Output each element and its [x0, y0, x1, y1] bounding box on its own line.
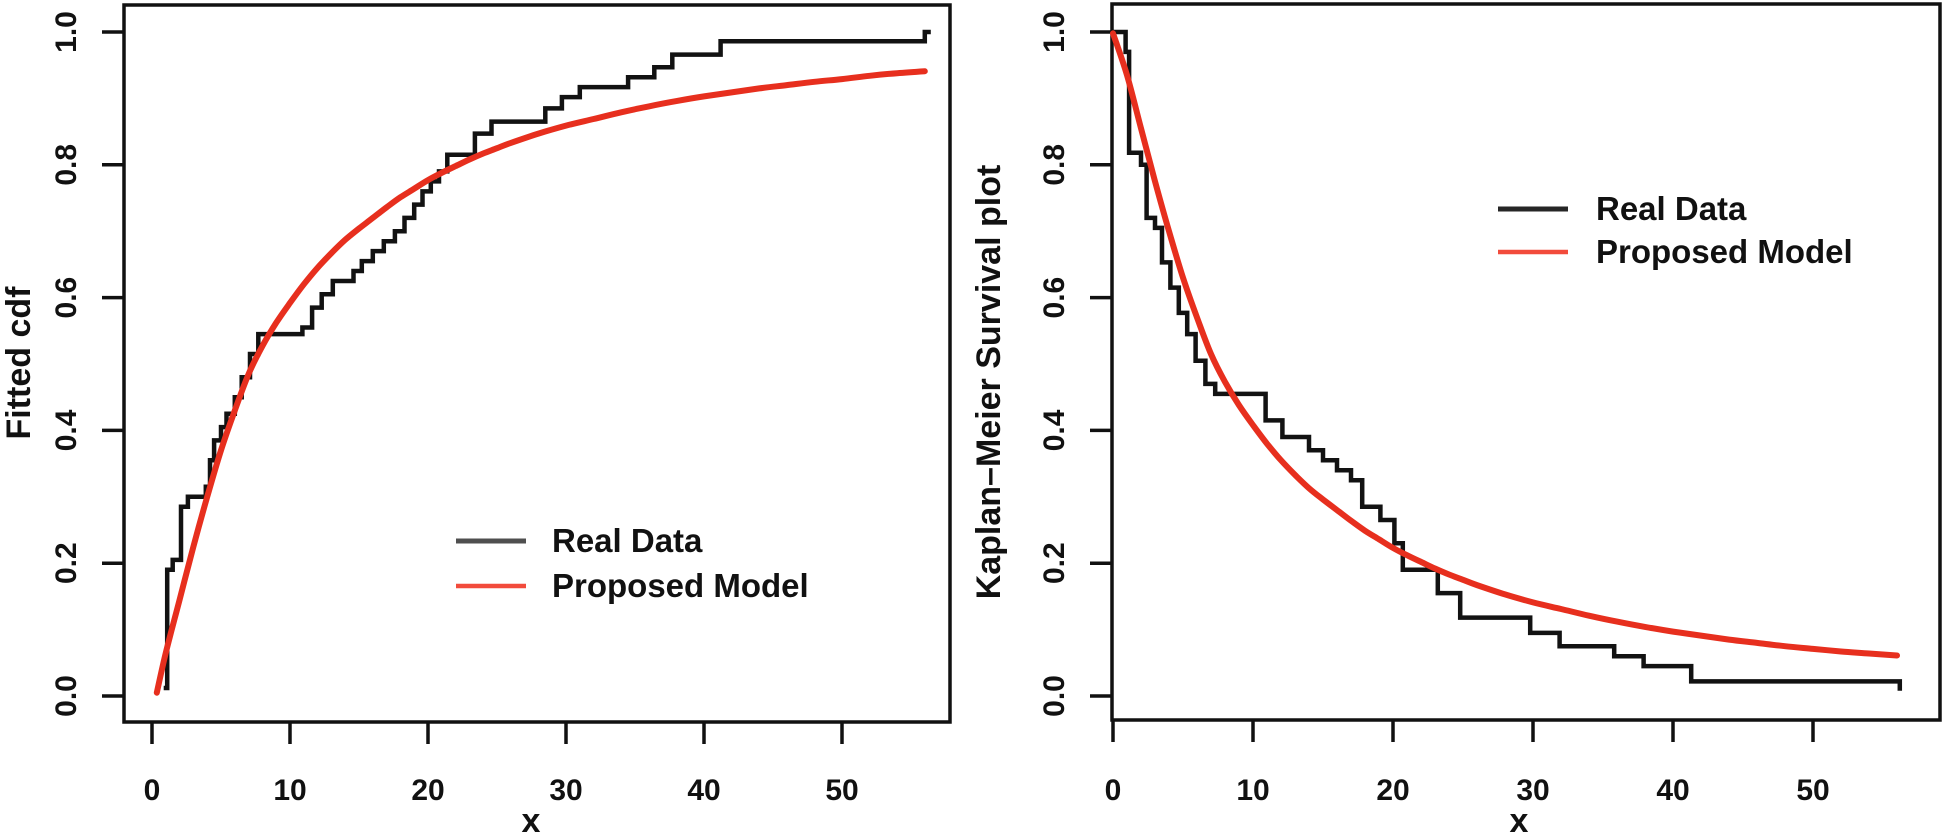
- y-axis-label: Fitted cdf: [0, 286, 38, 440]
- panel-fitted-cdf: 0.0 0.2 0.4 0.6 0.8 1.0 0 10 20 30 40 50 Fitted cdf x…: [0, 3, 952, 839]
- x-tick-label: 0: [144, 774, 161, 807]
- x-tick-label: 30: [1516, 774, 1549, 807]
- legend-label: Real Data: [1596, 190, 1747, 227]
- y-tick-label: 1.0: [50, 11, 83, 53]
- proposed-model-curve: [153, 68, 928, 696]
- y-tick-label: 0.2: [50, 542, 83, 584]
- x-axis-label: x: [1510, 802, 1529, 839]
- plot-frame: [122, 3, 952, 724]
- x-tick-label: 30: [549, 774, 582, 807]
- real-data-step-line: [1113, 29, 1903, 691]
- x-tick-label: 40: [687, 774, 720, 807]
- proposed-model-curve: [1110, 30, 1900, 659]
- y-tick-label: 0.4: [50, 409, 83, 451]
- x-tick-label: 0: [1105, 774, 1122, 807]
- x-tick-label: 10: [273, 774, 306, 807]
- y-tick-label: 0.0: [50, 675, 83, 717]
- x-tick-label: 20: [411, 774, 444, 807]
- plot-frame: [1110, 2, 1942, 722]
- x-tick-label: 20: [1376, 774, 1409, 807]
- y-tick-label: 0.0: [1038, 675, 1071, 717]
- y-tick-label: 0.6: [1038, 277, 1071, 319]
- y-tick-label: 0.8: [50, 144, 83, 186]
- y-tick-label: 0.6: [50, 277, 83, 319]
- y-tick-label: 1.0: [1038, 11, 1071, 53]
- y-tick-label: 0.4: [1038, 409, 1071, 451]
- y-tick-label: 0.8: [1038, 144, 1071, 186]
- legend-label: Proposed Model: [1596, 233, 1853, 270]
- legend-label: Real Data: [552, 522, 703, 559]
- legend: Real Data Proposed Model: [456, 522, 809, 604]
- legend: Real Data Proposed Model: [1498, 190, 1853, 270]
- panel-km-survival: 0.0 0.2 0.4 0.6 0.8 1.0 0 10 20 30 40 50 Kaplan–Meie…: [970, 2, 1942, 839]
- y-axis-label: Kaplan–Meier Survival plot: [970, 165, 1008, 600]
- y-tick-label: 0.2: [1038, 542, 1071, 584]
- x-axis-label: x: [522, 802, 541, 839]
- x-tick-label: 10: [1236, 774, 1269, 807]
- legend-label: Proposed Model: [552, 567, 809, 604]
- x-tick-label: 50: [1796, 774, 1829, 807]
- x-tick-label: 50: [825, 774, 858, 807]
- real-data-step-line: [163, 29, 931, 691]
- x-tick-label: 40: [1656, 774, 1689, 807]
